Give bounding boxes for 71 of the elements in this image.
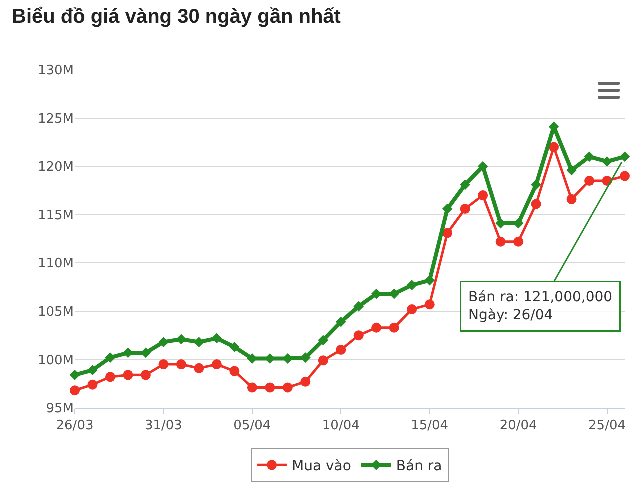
point bbox=[336, 345, 346, 356]
point bbox=[354, 301, 364, 312]
point bbox=[496, 236, 506, 247]
point bbox=[70, 386, 80, 396]
point bbox=[566, 165, 577, 176]
point bbox=[247, 382, 258, 393]
y-tick-label: 105M bbox=[38, 304, 74, 320]
y-tick-label: 110M bbox=[38, 256, 74, 272]
point bbox=[566, 194, 577, 204]
point bbox=[212, 333, 222, 344]
point bbox=[282, 382, 293, 393]
y-tick-label: 115M bbox=[38, 208, 74, 224]
point bbox=[336, 316, 346, 328]
y-tick-label: 100M bbox=[38, 353, 74, 368]
legend-label: Mua vào bbox=[292, 458, 352, 475]
x-tick-label: 20/04 bbox=[500, 418, 538, 434]
x-tick-label: 05/04 bbox=[234, 418, 272, 434]
point bbox=[229, 342, 240, 352]
point bbox=[620, 152, 630, 162]
y-tick-label: 130M bbox=[38, 64, 74, 79]
point bbox=[478, 190, 488, 201]
point bbox=[549, 142, 560, 152]
point bbox=[300, 376, 311, 387]
point bbox=[389, 322, 400, 333]
x-tick-label: 10/04 bbox=[322, 418, 360, 434]
point bbox=[514, 236, 524, 247]
legend-label: Bán ra bbox=[396, 458, 442, 475]
point bbox=[584, 152, 595, 162]
point bbox=[442, 228, 453, 238]
point bbox=[140, 370, 151, 380]
point bbox=[584, 176, 595, 186]
point bbox=[88, 365, 98, 376]
point bbox=[318, 335, 329, 346]
point bbox=[460, 180, 471, 190]
point bbox=[620, 171, 630, 182]
point bbox=[230, 366, 240, 376]
point bbox=[531, 199, 542, 210]
point bbox=[123, 370, 134, 380]
point bbox=[176, 360, 186, 370]
point bbox=[194, 363, 204, 374]
x-tick-label: 26/03 bbox=[56, 418, 94, 434]
point bbox=[105, 352, 116, 363]
point bbox=[354, 330, 364, 341]
point bbox=[407, 304, 418, 314]
point bbox=[176, 334, 187, 345]
point bbox=[406, 280, 418, 291]
point bbox=[265, 382, 276, 393]
annotation: Bán ra: 121,000,000 Ngày: 26/04 bbox=[468, 290, 613, 324]
point bbox=[372, 322, 382, 333]
point bbox=[105, 372, 116, 382]
point bbox=[70, 370, 80, 380]
point bbox=[212, 360, 222, 370]
point bbox=[460, 204, 470, 214]
chart-title: Biểu đồ giá vàng 30 ngày gần nhất bbox=[12, 6, 341, 29]
point bbox=[602, 156, 612, 167]
point bbox=[424, 300, 435, 310]
x-tick-label: 31/03 bbox=[144, 418, 182, 434]
y-tick-label: 95M bbox=[46, 402, 74, 417]
point bbox=[531, 180, 542, 190]
y-tick-label: 120M bbox=[38, 160, 74, 176]
point bbox=[424, 275, 436, 286]
point bbox=[158, 337, 169, 348]
x-tick-label: 15/04 bbox=[411, 418, 449, 434]
point bbox=[158, 360, 169, 370]
point bbox=[478, 161, 488, 172]
point bbox=[442, 204, 453, 214]
point bbox=[318, 356, 328, 366]
y-tick-label: 125M bbox=[38, 112, 74, 127]
x-tick-label: 25/04 bbox=[588, 418, 626, 434]
point bbox=[194, 337, 204, 348]
point bbox=[88, 380, 98, 390]
